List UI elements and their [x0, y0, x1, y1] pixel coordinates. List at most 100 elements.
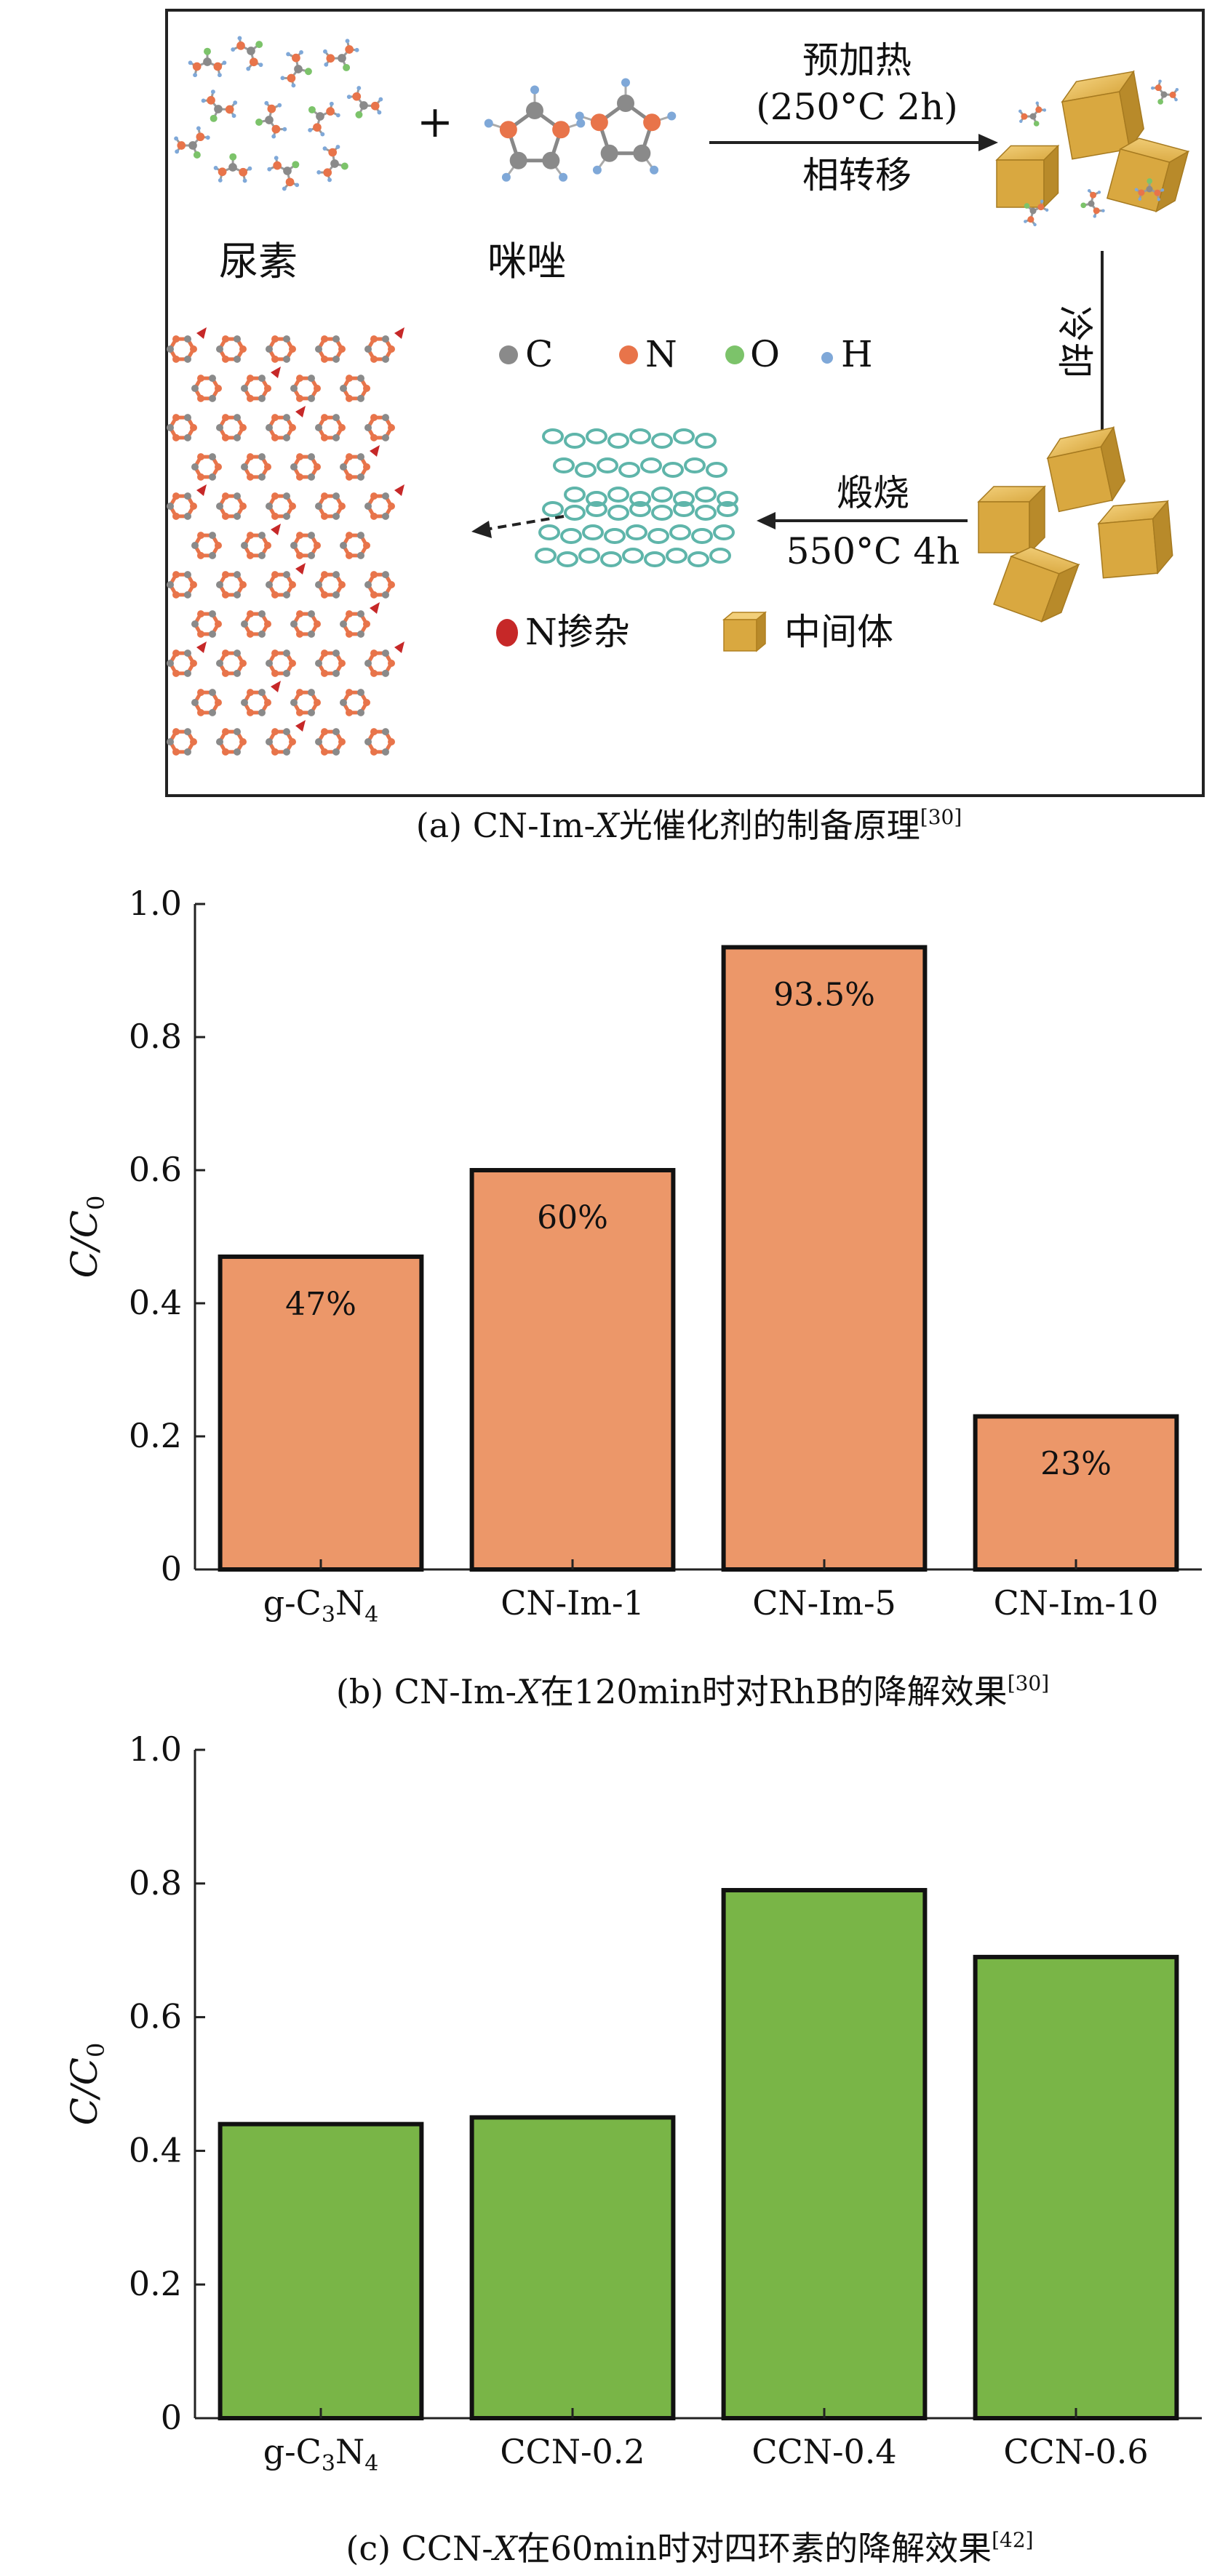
sheet-cell	[629, 501, 651, 517]
lattice-atom	[216, 581, 223, 588]
lattice-atom	[234, 335, 241, 343]
lattice-atom	[370, 571, 378, 579]
atom	[291, 83, 296, 88]
n-dope-atom	[394, 327, 404, 339]
lattice-atom	[289, 660, 296, 667]
lattice-atom	[283, 335, 290, 343]
sheet-cell	[607, 433, 629, 449]
lattice-atom	[167, 345, 174, 353]
x-tick-label: CCN-0.4	[751, 2432, 896, 2471]
caption-a-prefix: (a) CN-Im-	[416, 806, 595, 845]
lattice-atom	[239, 424, 247, 431]
sheet-cell	[607, 505, 629, 521]
atom	[196, 132, 205, 142]
h-atom	[575, 111, 584, 121]
lattice-atom	[321, 591, 328, 599]
lattice-atom	[172, 355, 180, 363]
caption-c-x: X	[491, 2529, 519, 2568]
atom	[231, 113, 236, 119]
sheet-cell	[647, 528, 669, 544]
atom	[354, 47, 359, 52]
atom	[327, 177, 332, 183]
lattice-atom	[308, 610, 315, 618]
lattice-atom	[222, 748, 229, 756]
atom	[192, 62, 202, 71]
sheet-cell	[586, 491, 607, 507]
molecule	[231, 36, 263, 71]
lattice-atom	[357, 532, 364, 540]
lattice-atom	[321, 433, 328, 441]
lattice-atom	[247, 708, 254, 716]
x-tick-label: CCN-0.6	[1003, 2432, 1148, 2471]
lattice-atom	[296, 473, 303, 481]
atom	[193, 73, 198, 78]
n-dope-atom	[196, 484, 207, 496]
lattice-atom	[222, 433, 229, 441]
lattice-atom	[172, 649, 180, 657]
n-dope-atom	[271, 524, 281, 535]
y-tick-label: 0	[161, 1549, 182, 1588]
lattice-atom	[209, 375, 216, 383]
atom	[329, 101, 334, 106]
atom	[1154, 189, 1161, 196]
lattice-atom	[346, 394, 353, 402]
caption-c-ref: [42]	[992, 2528, 1033, 2552]
intermediate-cube	[977, 485, 1046, 554]
lattice-atom	[382, 591, 389, 599]
sheet-cell	[695, 487, 717, 503]
lattice-atom	[338, 660, 346, 667]
atom	[242, 178, 247, 183]
lattice-atom	[247, 551, 254, 559]
intermediate-cube	[1061, 70, 1144, 160]
lattice-atom	[258, 551, 266, 559]
lattice-atom	[357, 453, 364, 461]
lattice-atom	[209, 532, 216, 540]
atom	[304, 68, 312, 76]
lattice-atom	[239, 581, 247, 588]
lattice-atom	[264, 385, 271, 392]
atom	[188, 141, 197, 150]
sheet-cell	[542, 428, 564, 444]
lattice-atom	[332, 492, 340, 500]
lattice-atom	[234, 571, 241, 579]
lattice-atom	[184, 669, 191, 677]
lattice-atom	[197, 473, 204, 481]
lattice-atom	[340, 463, 347, 471]
lattice-atom	[290, 385, 298, 392]
atom	[320, 132, 325, 137]
lattice-atom	[197, 551, 204, 559]
atom	[316, 170, 322, 175]
lattice-atom	[382, 571, 389, 579]
lattice-atom	[209, 708, 216, 716]
y-tick-label: 0	[161, 2398, 182, 2437]
molecule	[1024, 199, 1049, 227]
lattice-atom	[271, 591, 279, 599]
lattice-atom	[184, 512, 191, 520]
lattice-atom	[247, 610, 254, 618]
caption-b-ref: [30]	[1008, 1671, 1049, 1695]
y-tick-label: 1.0	[129, 1729, 182, 1769]
lattice-atom	[357, 689, 364, 697]
molecule	[280, 49, 312, 88]
atom	[271, 124, 281, 134]
lattice-atom	[308, 689, 315, 697]
lattice-atom	[321, 728, 328, 736]
sheet-cell	[673, 501, 695, 517]
molecule	[1134, 178, 1165, 201]
sheet-cell	[717, 491, 738, 507]
lattice-atom	[184, 355, 191, 363]
lattice-atom	[222, 355, 229, 363]
molecule	[188, 47, 227, 78]
lattice-atom	[296, 610, 303, 618]
lattice-atom	[167, 660, 174, 667]
sheet-cell	[629, 491, 651, 507]
sheet-cell	[651, 505, 673, 521]
sheet-cell	[673, 491, 695, 507]
ring-atom	[590, 113, 608, 132]
y-axis-label: C/C0	[63, 2043, 110, 2126]
lattice-atom	[222, 414, 229, 422]
lattice-atom	[241, 385, 248, 392]
atom	[1160, 91, 1168, 98]
atom	[338, 54, 346, 63]
lattice-atom	[264, 620, 271, 628]
